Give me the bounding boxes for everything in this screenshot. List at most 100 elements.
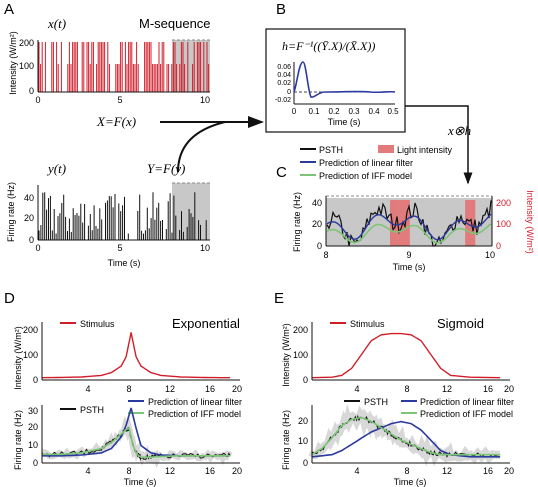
d-bot-xtick: 12 bbox=[165, 466, 175, 476]
d-stim-label: Stimulus bbox=[80, 319, 115, 329]
d-bot-ytick: 30 bbox=[28, 406, 38, 416]
e-stim-label: Stimulus bbox=[350, 319, 385, 329]
c-ytick: 20 bbox=[312, 219, 322, 229]
filter-formula: h=F⁻¹((Ȳ.X)/(X̄.X)) bbox=[282, 39, 375, 53]
e-stimulus-line bbox=[311, 332, 501, 379]
filter-curve bbox=[293, 61, 396, 98]
b-ytick: 0.02 bbox=[277, 80, 291, 87]
d-legend-linear: Prediction of linear filter bbox=[148, 397, 242, 407]
d-bot-xtick: 16 bbox=[205, 466, 215, 476]
a-xtick: 10 bbox=[200, 95, 210, 105]
b-ytick: -0.02 bbox=[275, 97, 291, 104]
legend-light-swatch bbox=[378, 145, 394, 153]
e-bot-ytick: 0 bbox=[303, 458, 308, 468]
X-equation: X=F(x) bbox=[96, 114, 136, 129]
panel-b-letter: B bbox=[276, 1, 286, 18]
panel-e: E Sigmoid Stimulus Intensity (W/m²) 200 … bbox=[274, 290, 514, 487]
e-bot-ytick: 20 bbox=[298, 416, 308, 426]
b-xtick: 0.3 bbox=[348, 107, 360, 116]
e-top-xtick: 16 bbox=[483, 384, 493, 394]
c-xtick: 9 bbox=[406, 250, 411, 260]
d-top-ytick: 100 bbox=[23, 350, 38, 360]
c-ylabel-right: Intensity (W/m²) bbox=[525, 190, 535, 254]
e-top-xtick: 20 bbox=[504, 384, 514, 394]
e-top-ytick: 100 bbox=[293, 350, 308, 360]
e-xlabel: Time (s) bbox=[394, 477, 427, 487]
e-top-ytick: 0 bbox=[303, 375, 308, 385]
e-bot-xtick: 16 bbox=[483, 466, 493, 476]
a2-xtick: 10 bbox=[200, 243, 210, 253]
e-ylabel-top: Intensity (W/m²) bbox=[281, 323, 291, 387]
a2-xtick: 0 bbox=[35, 243, 40, 253]
e-title: Sigmoid bbox=[437, 316, 484, 331]
d-bot-xtick: 8 bbox=[126, 466, 131, 476]
e-top-ytick: 200 bbox=[293, 325, 308, 335]
a2-ytick: 0 bbox=[29, 235, 34, 245]
d-top-xtick: 20 bbox=[232, 384, 242, 394]
a2-ylabel: Firing rate (Hz) bbox=[6, 182, 16, 242]
firing-bars bbox=[38, 192, 207, 240]
d-legend-psth: PSTH bbox=[80, 405, 104, 415]
arrow-to-C bbox=[405, 105, 473, 185]
e-bot-xtick: 12 bbox=[442, 466, 452, 476]
d-title: Exponential bbox=[172, 316, 240, 331]
panel-c: C PSTH Light intensity Prediction of lin… bbox=[276, 145, 535, 272]
c-ytick: 40 bbox=[312, 198, 322, 208]
e-iff-line bbox=[311, 416, 501, 456]
d-ylabel-top: Intensity (W/m²) bbox=[13, 326, 23, 390]
legend-linear: Prediction of linear filter bbox=[319, 158, 413, 168]
b-xtick: 0.2 bbox=[328, 107, 340, 116]
d-top-xtick: 12 bbox=[165, 384, 175, 394]
a-ytick: 100 bbox=[19, 61, 34, 71]
c-psth-line bbox=[326, 200, 492, 247]
panel-b: B h=F⁻¹((Ȳ.X)/(X̄.X)) 0.06 0.04 0.02 0 -… bbox=[265, 1, 473, 185]
b-xtick: 0.1 bbox=[308, 107, 320, 116]
a-ytick: 0 bbox=[29, 86, 34, 96]
a-xtick: 5 bbox=[117, 95, 122, 105]
b-xtick: 0 bbox=[292, 107, 297, 116]
d-bot-ytick: 20 bbox=[28, 422, 38, 432]
xt-label: x(t) bbox=[47, 16, 66, 31]
e-bot-xtick: 8 bbox=[404, 466, 409, 476]
e-bot-xtick: 4 bbox=[354, 466, 359, 476]
panel-a-letter: A bbox=[4, 1, 14, 18]
c-ytick-right: 100 bbox=[496, 219, 511, 229]
c-xlabel: Time (s) bbox=[393, 262, 426, 272]
e-top-xtick: 8 bbox=[404, 384, 409, 394]
panel-d: D Exponential Stimulus Intensity (W/m²) … bbox=[4, 290, 242, 487]
legend-light: Light intensity bbox=[397, 145, 453, 155]
c-iff-line bbox=[326, 223, 492, 244]
c-light-bars bbox=[390, 200, 476, 246]
d-bot-xtick: 4 bbox=[85, 466, 90, 476]
c-linear-line bbox=[326, 213, 492, 241]
panel-a: A x(t) M-sequence Intensity (W/m²) 20 0 1… bbox=[4, 1, 264, 268]
a-ylabel: Intensity (W/m²) bbox=[8, 31, 18, 95]
c-ytick: 0 bbox=[317, 241, 322, 251]
d-iff-line bbox=[42, 426, 231, 459]
filter-box bbox=[265, 28, 406, 133]
legend-iff: Prediction of IFF model bbox=[319, 171, 412, 181]
light-bar bbox=[390, 200, 399, 246]
mseq-title: M-sequence bbox=[139, 16, 211, 31]
c-xtick: 8 bbox=[323, 250, 328, 260]
e-bot-xtick: 20 bbox=[504, 466, 514, 476]
light-bar bbox=[398, 200, 410, 246]
c-ytick-right: 0 bbox=[496, 241, 501, 251]
b-xlabel: Time (s) bbox=[328, 117, 361, 127]
d-bot-ytick: 10 bbox=[28, 440, 38, 450]
d-legend-iff: Prediction of IFF model bbox=[148, 409, 241, 419]
panel-c-letter: C bbox=[276, 164, 287, 181]
e-legend-iff: Prediction of IFF model bbox=[420, 409, 513, 419]
e-legend-linear: Prediction of linear filter bbox=[420, 397, 514, 407]
a2-xlabel: Time (s) bbox=[108, 258, 141, 268]
d-top-xtick: 16 bbox=[205, 384, 215, 394]
e-top-xtick: 12 bbox=[442, 384, 452, 394]
a-xtick: 0 bbox=[35, 95, 40, 105]
c-xtick: 10 bbox=[485, 250, 495, 260]
convolution-label: x⊗h bbox=[447, 123, 471, 138]
panel-d-letter: D bbox=[4, 290, 15, 307]
e-ylabel-bot: Firing rate (Hz) bbox=[281, 410, 291, 470]
e-legend-psth: PSTH bbox=[364, 397, 388, 407]
a2-ytick: 20 bbox=[24, 213, 34, 223]
d-ylabel-bot: Firing rate (Hz) bbox=[13, 410, 23, 470]
